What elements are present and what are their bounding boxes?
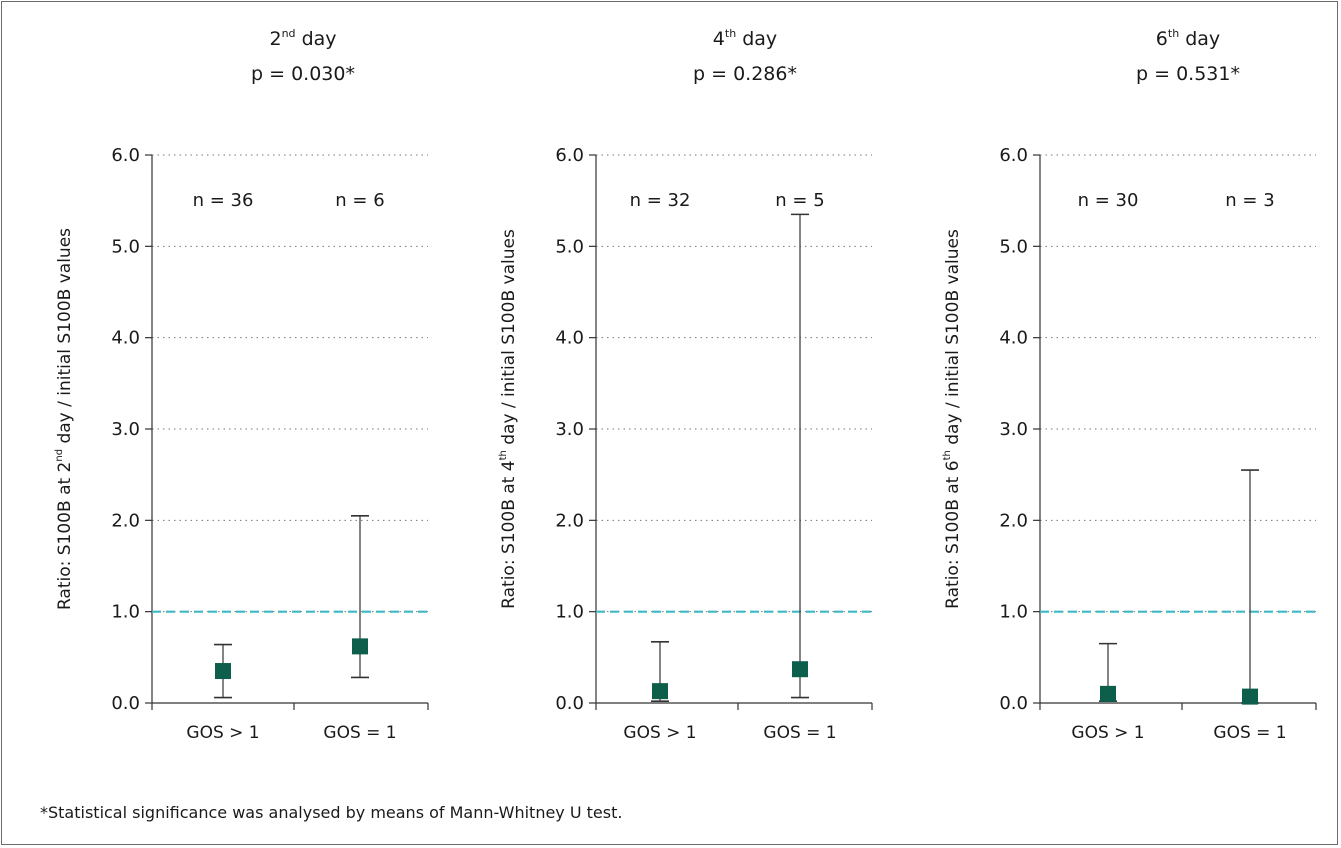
y-tick-label: 6.0 <box>555 145 584 166</box>
panel-title: 2nd day <box>269 27 336 50</box>
y-tick-label: 5.0 <box>555 236 584 257</box>
chart-panel-3: 6th day p = 0.531* 0.0 1.0 2.0 3.0 4.0 5.0 6.0 Ra… <box>942 27 1316 743</box>
n-label: n = 36 <box>193 190 254 211</box>
y-tick-label: 4.0 <box>111 328 140 349</box>
y-tick-label: 2.0 <box>555 510 584 531</box>
footnote: *Statistical significance was analysed b… <box>40 803 622 822</box>
y-tick-label: 6.0 <box>999 145 1028 166</box>
x-category-label: GOS = 1 <box>323 723 396 743</box>
y-tick-label: 2.0 <box>111 510 140 531</box>
y-tick-label: 5.0 <box>111 236 140 257</box>
y-tick-label: 3.0 <box>999 419 1028 440</box>
y-tick-label: 5.0 <box>999 236 1028 257</box>
panel-pvalue: p = 0.531* <box>1136 63 1240 85</box>
y-axis-label: Ratio: S100B at 4th day / initial S100B … <box>498 229 519 609</box>
y-tick-label: 0.0 <box>555 693 584 714</box>
chart-panel-1: 2nd day p = 0.030* 0.0 1.0 2.0 3.0 4.0 5.0 6.0 Ra… <box>54 27 428 743</box>
median-marker <box>352 638 368 654</box>
median-marker <box>215 663 231 679</box>
x-category-label: GOS > 1 <box>186 723 259 743</box>
median-marker <box>1242 689 1258 705</box>
n-label: n = 30 <box>1078 190 1139 211</box>
y-tick-label: 6.0 <box>111 145 140 166</box>
y-tick-label: 1.0 <box>999 602 1028 623</box>
panel-title: 6th day <box>1156 27 1220 50</box>
y-axis-label: Ratio: S100B at 6th day / initial S100B … <box>942 229 963 609</box>
x-category-label: GOS > 1 <box>623 723 696 743</box>
x-category-label: GOS > 1 <box>1071 723 1144 743</box>
y-tick-label: 3.0 <box>555 419 584 440</box>
n-label: n = 3 <box>1225 190 1274 211</box>
panel-pvalue: p = 0.030* <box>251 63 355 85</box>
y-tick-label: 4.0 <box>555 328 584 349</box>
y-tick-label: 2.0 <box>999 510 1028 531</box>
y-axis-label: Ratio: S100B at 2nd day / initial S100B … <box>54 228 75 610</box>
median-marker <box>792 661 808 677</box>
y-tick-label: 1.0 <box>555 602 584 623</box>
y-tick-label: 0.0 <box>111 693 140 714</box>
y-tick-label: 3.0 <box>111 419 140 440</box>
x-category-label: GOS = 1 <box>1213 723 1286 743</box>
y-tick-label: 0.0 <box>999 693 1028 714</box>
y-tick-label: 1.0 <box>111 602 140 623</box>
median-marker <box>652 683 668 699</box>
x-category-label: GOS = 1 <box>763 723 836 743</box>
panel-title: 4th day <box>713 27 777 50</box>
panel-pvalue: p = 0.286* <box>693 63 797 85</box>
n-label: n = 32 <box>630 190 691 211</box>
chart-panel-2: 4th day p = 0.286* 0.0 1.0 2.0 3.0 4.0 5.0 6.0 Ra… <box>498 27 872 743</box>
y-tick-label: 4.0 <box>999 328 1028 349</box>
n-label: n = 6 <box>335 190 384 211</box>
n-label: n = 5 <box>775 190 824 211</box>
median-marker <box>1100 686 1116 702</box>
